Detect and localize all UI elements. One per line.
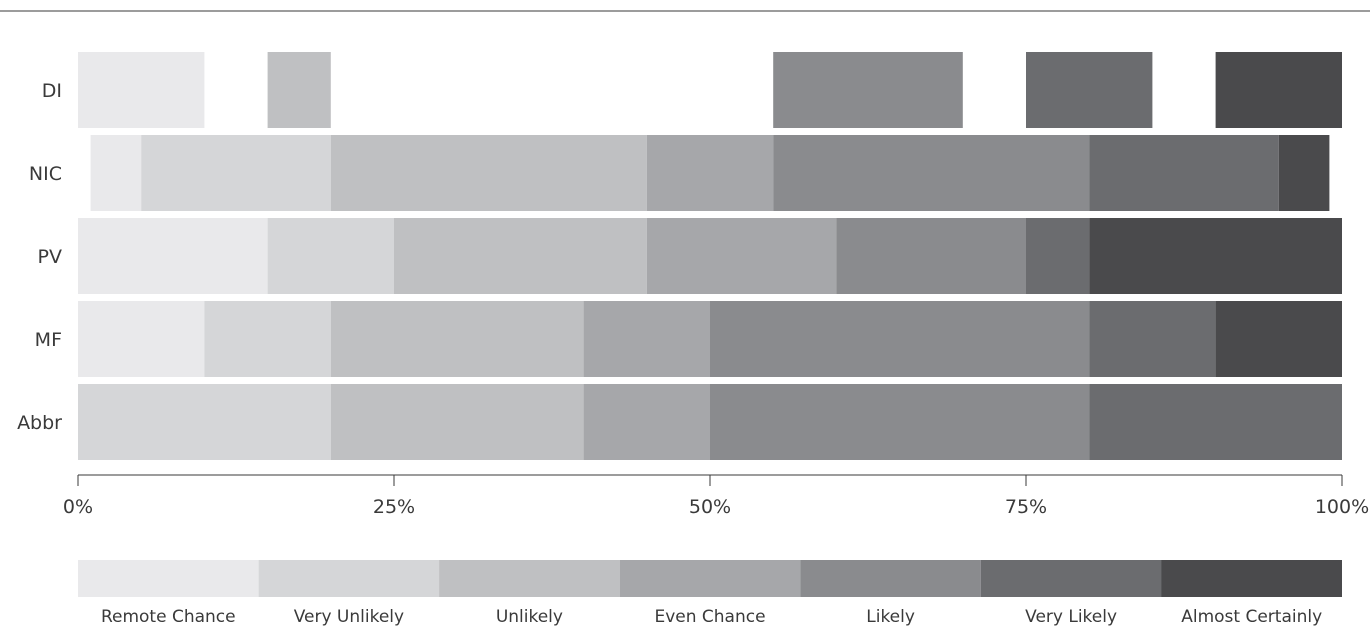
legend-swatch: [980, 560, 1162, 597]
legend-label: Very Unlikely: [294, 607, 404, 626]
row-label: MF: [35, 329, 62, 351]
bar-segment: [583, 384, 710, 460]
bar-segment: [78, 218, 268, 294]
legend-swatch: [439, 560, 620, 597]
bar-segment: [78, 384, 331, 460]
legend-swatch: [258, 560, 440, 597]
legend-swatch: [78, 560, 259, 597]
legend-swatch: [1161, 560, 1342, 597]
bar-segment: [78, 301, 205, 377]
bar-segment: [773, 52, 963, 128]
bar-row-nic: NIC: [29, 135, 1330, 211]
row-label: NIC: [29, 163, 62, 185]
x-tick-label: 100%: [1315, 496, 1369, 518]
legend: Remote Chance Very Unlikely Unlikely Even C…: [78, 560, 1342, 626]
x-tick-label: 75%: [1005, 496, 1047, 518]
legend-label: Very Likely: [1025, 607, 1117, 626]
bar-segment: [78, 52, 205, 128]
bar-segment: [330, 301, 584, 377]
bar-row-abbr: Abbr: [17, 384, 1342, 460]
bar-row-di: DI: [42, 52, 1342, 128]
bar-segment: [1089, 135, 1279, 211]
legend-swatch: [800, 560, 981, 597]
bar-segment: [330, 384, 584, 460]
bar-row-pv: PV: [38, 218, 1342, 294]
bar-segment: [710, 384, 1090, 460]
bars-layer: DI NIC PV MF Abbr: [17, 52, 1342, 460]
bar-segment: [710, 301, 1090, 377]
bar-segment: [646, 218, 837, 294]
bar-segment: [267, 52, 331, 128]
bar-segment: [394, 218, 647, 294]
legend-label: Likely: [866, 607, 915, 626]
bar-segment: [1089, 384, 1342, 460]
bar-segment: [1278, 135, 1330, 211]
x-tick-label: 25%: [373, 496, 415, 518]
bar-segment: [1089, 301, 1216, 377]
row-label: PV: [38, 246, 62, 268]
bar-segment: [1215, 52, 1342, 128]
row-label: Abbr: [17, 412, 62, 434]
legend-label: Unlikely: [496, 607, 563, 626]
bar-row-mf: MF: [35, 301, 1342, 377]
row-label: DI: [42, 80, 62, 102]
bar-segment: [267, 218, 394, 294]
legend-label: Remote Chance: [101, 607, 236, 626]
legend-swatch: [619, 560, 801, 597]
bar-segment: [1215, 301, 1342, 377]
x-tick-label: 0%: [63, 496, 93, 518]
bar-segment: [836, 218, 1026, 294]
x-axis: 0% 25% 50% 75% 100%: [63, 474, 1369, 518]
bar-segment: [773, 135, 1090, 211]
x-tick-label: 50%: [689, 496, 731, 518]
bar-segment: [1026, 218, 1090, 294]
bar-segment: [141, 135, 331, 211]
bar-segment: [90, 135, 142, 211]
bar-segment: [583, 301, 710, 377]
legend-label: Almost Certainly: [1181, 607, 1322, 626]
bar-segment: [646, 135, 774, 211]
bar-segment: [1026, 52, 1153, 128]
legend-label: Even Chance: [654, 607, 765, 626]
bar-segment: [1089, 218, 1342, 294]
bar-segment: [330, 135, 647, 211]
bar-segment: [204, 301, 331, 377]
